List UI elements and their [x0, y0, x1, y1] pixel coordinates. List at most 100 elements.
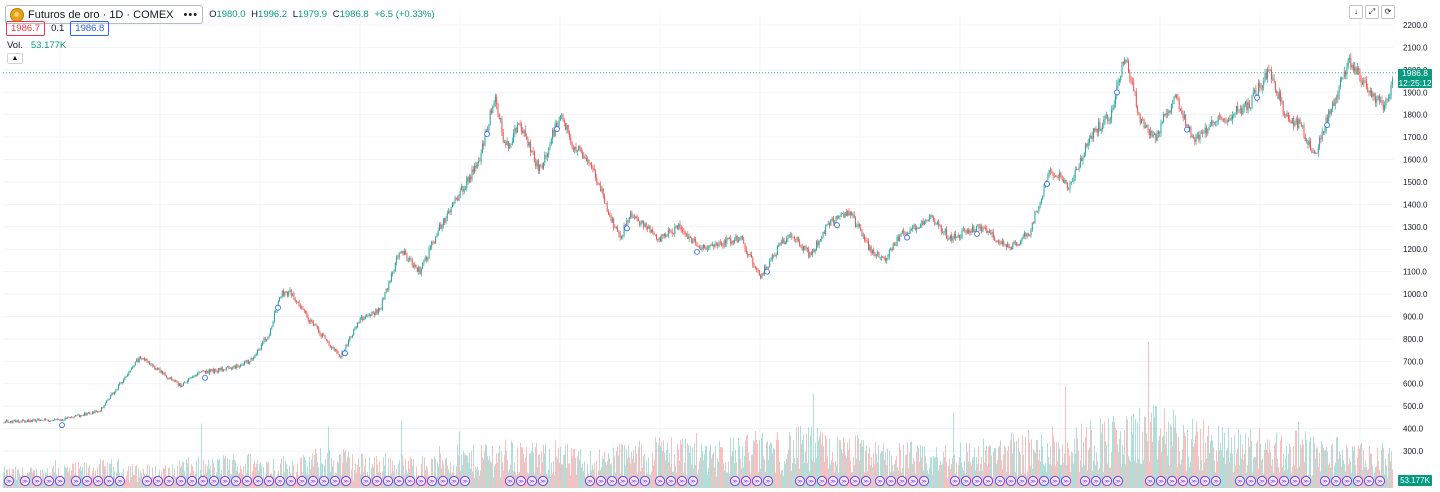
event-marker-icon[interactable]	[994, 475, 1006, 487]
event-marker-icon[interactable]	[982, 475, 994, 487]
event-marker-icon[interactable]	[252, 475, 264, 487]
event-marker-icon[interactable]	[152, 475, 164, 487]
event-marker-icon[interactable]	[1278, 475, 1290, 487]
event-marker-icon[interactable]	[1289, 475, 1301, 487]
event-marker-icon[interactable]	[687, 475, 699, 487]
bid-price-button[interactable]: 1986.7	[6, 21, 46, 36]
event-marker-icon[interactable]	[1374, 475, 1386, 487]
event-marker-icon[interactable]	[1144, 475, 1156, 487]
event-marker-icon[interactable]	[1352, 475, 1364, 487]
event-marker-icon[interactable]	[1027, 475, 1039, 487]
event-marker-icon[interactable]	[896, 475, 908, 487]
event-marker-icon[interactable]	[1016, 475, 1028, 487]
event-marker-icon[interactable]	[729, 475, 741, 487]
event-marker-icon[interactable]	[617, 475, 629, 487]
event-marker-icon[interactable]	[1101, 475, 1113, 487]
event-marker-icon[interactable]	[371, 475, 383, 487]
event-marker-icon[interactable]	[827, 475, 839, 487]
event-marker-icon[interactable]	[163, 475, 175, 487]
event-marker-icon[interactable]	[860, 475, 872, 487]
event-marker-icon[interactable]	[382, 475, 394, 487]
event-marker-icon[interactable]	[329, 475, 341, 487]
more-options-icon[interactable]: •••	[183, 8, 199, 21]
event-marker-icon[interactable]	[426, 475, 438, 487]
event-marker-icon[interactable]	[307, 475, 319, 487]
event-marker-icon[interactable]	[285, 475, 297, 487]
chevron-up-icon[interactable]: ▲	[7, 53, 23, 64]
event-marker-icon[interactable]	[1267, 475, 1279, 487]
event-marker-icon[interactable]	[1330, 475, 1342, 487]
event-marker-icon[interactable]	[537, 475, 549, 487]
event-marker-icon[interactable]	[1005, 475, 1017, 487]
event-marker-icon[interactable]	[31, 475, 43, 487]
event-marker-icon[interactable]	[584, 475, 596, 487]
event-marker-icon[interactable]	[1166, 475, 1178, 487]
event-marker-icon[interactable]	[1079, 475, 1091, 487]
event-marker-icon[interactable]	[849, 475, 861, 487]
event-marker-icon[interactable]	[526, 475, 538, 487]
event-marker-icon[interactable]	[504, 475, 516, 487]
event-marker-icon[interactable]	[208, 475, 220, 487]
event-marker-icon[interactable]	[1363, 475, 1375, 487]
arrow-down-icon[interactable]: ↓	[1349, 5, 1363, 19]
event-marker-icon[interactable]	[241, 475, 253, 487]
event-marker-icon[interactable]	[794, 475, 806, 487]
fullscreen-icon[interactable]: ⤢	[1365, 5, 1379, 19]
event-marker-icon[interactable]	[448, 475, 460, 487]
event-marker-icon[interactable]	[296, 475, 308, 487]
event-marker-icon[interactable]	[885, 475, 897, 487]
event-marker-icon[interactable]	[1177, 475, 1189, 487]
ask-price-button[interactable]: 1986.8	[70, 21, 110, 36]
event-marker-icon[interactable]	[81, 475, 93, 487]
event-marker-icon[interactable]	[186, 475, 198, 487]
event-marker-icon[interactable]	[874, 475, 886, 487]
event-marker-icon[interactable]	[415, 475, 427, 487]
event-marker-icon[interactable]	[318, 475, 330, 487]
event-marker-icon[interactable]	[219, 475, 231, 487]
event-marker-icon[interactable]	[805, 475, 817, 487]
event-marker-icon[interactable]	[1210, 475, 1222, 487]
event-marker-icon[interactable]	[3, 475, 15, 487]
event-marker-icon[interactable]	[676, 475, 688, 487]
event-marker-icon[interactable]	[762, 475, 774, 487]
event-marker-icon[interactable]	[230, 475, 242, 487]
event-marker-icon[interactable]	[1155, 475, 1167, 487]
event-marker-icon[interactable]	[1319, 475, 1331, 487]
event-marker-icon[interactable]	[54, 475, 66, 487]
event-marker-icon[interactable]	[404, 475, 416, 487]
event-marker-icon[interactable]	[740, 475, 752, 487]
event-marker-icon[interactable]	[43, 475, 55, 487]
event-marker-icon[interactable]	[393, 475, 405, 487]
event-marker-icon[interactable]	[949, 475, 961, 487]
event-marker-icon[interactable]	[515, 475, 527, 487]
event-marker-icon[interactable]	[1199, 475, 1211, 487]
event-marker-icon[interactable]	[1341, 475, 1353, 487]
event-marker-icon[interactable]	[665, 475, 677, 487]
event-marker-icon[interactable]	[595, 475, 607, 487]
event-marker-icon[interactable]	[92, 475, 104, 487]
event-marker-icon[interactable]	[1112, 475, 1124, 487]
event-marker-icon[interactable]	[1049, 475, 1061, 487]
event-marker-icon[interactable]	[907, 475, 919, 487]
event-marker-icon[interactable]	[1038, 475, 1050, 487]
symbol-selector[interactable]: Futuros de oro · 1D · COMEX •••	[5, 5, 204, 24]
event-marker-icon[interactable]	[437, 475, 449, 487]
event-marker-icon[interactable]	[1256, 475, 1268, 487]
event-marker-icon[interactable]	[175, 475, 187, 487]
event-marker-icon[interactable]	[918, 475, 930, 487]
event-marker-icon[interactable]	[971, 475, 983, 487]
event-marker-icon[interactable]	[1188, 475, 1200, 487]
event-marker-icon[interactable]	[639, 475, 651, 487]
event-marker-icon[interactable]	[340, 475, 352, 487]
event-marker-icon[interactable]	[1234, 475, 1246, 487]
event-marker-icon[interactable]	[606, 475, 618, 487]
restore-icon[interactable]: ⟳	[1381, 5, 1395, 19]
event-marker-icon[interactable]	[114, 475, 126, 487]
event-marker-icon[interactable]	[1090, 475, 1102, 487]
event-marker-icon[interactable]	[628, 475, 640, 487]
event-marker-icon[interactable]	[70, 475, 82, 487]
event-marker-icon[interactable]	[263, 475, 275, 487]
event-marker-icon[interactable]	[19, 475, 31, 487]
event-marker-icon[interactable]	[1060, 475, 1072, 487]
event-marker-icon[interactable]	[141, 475, 153, 487]
